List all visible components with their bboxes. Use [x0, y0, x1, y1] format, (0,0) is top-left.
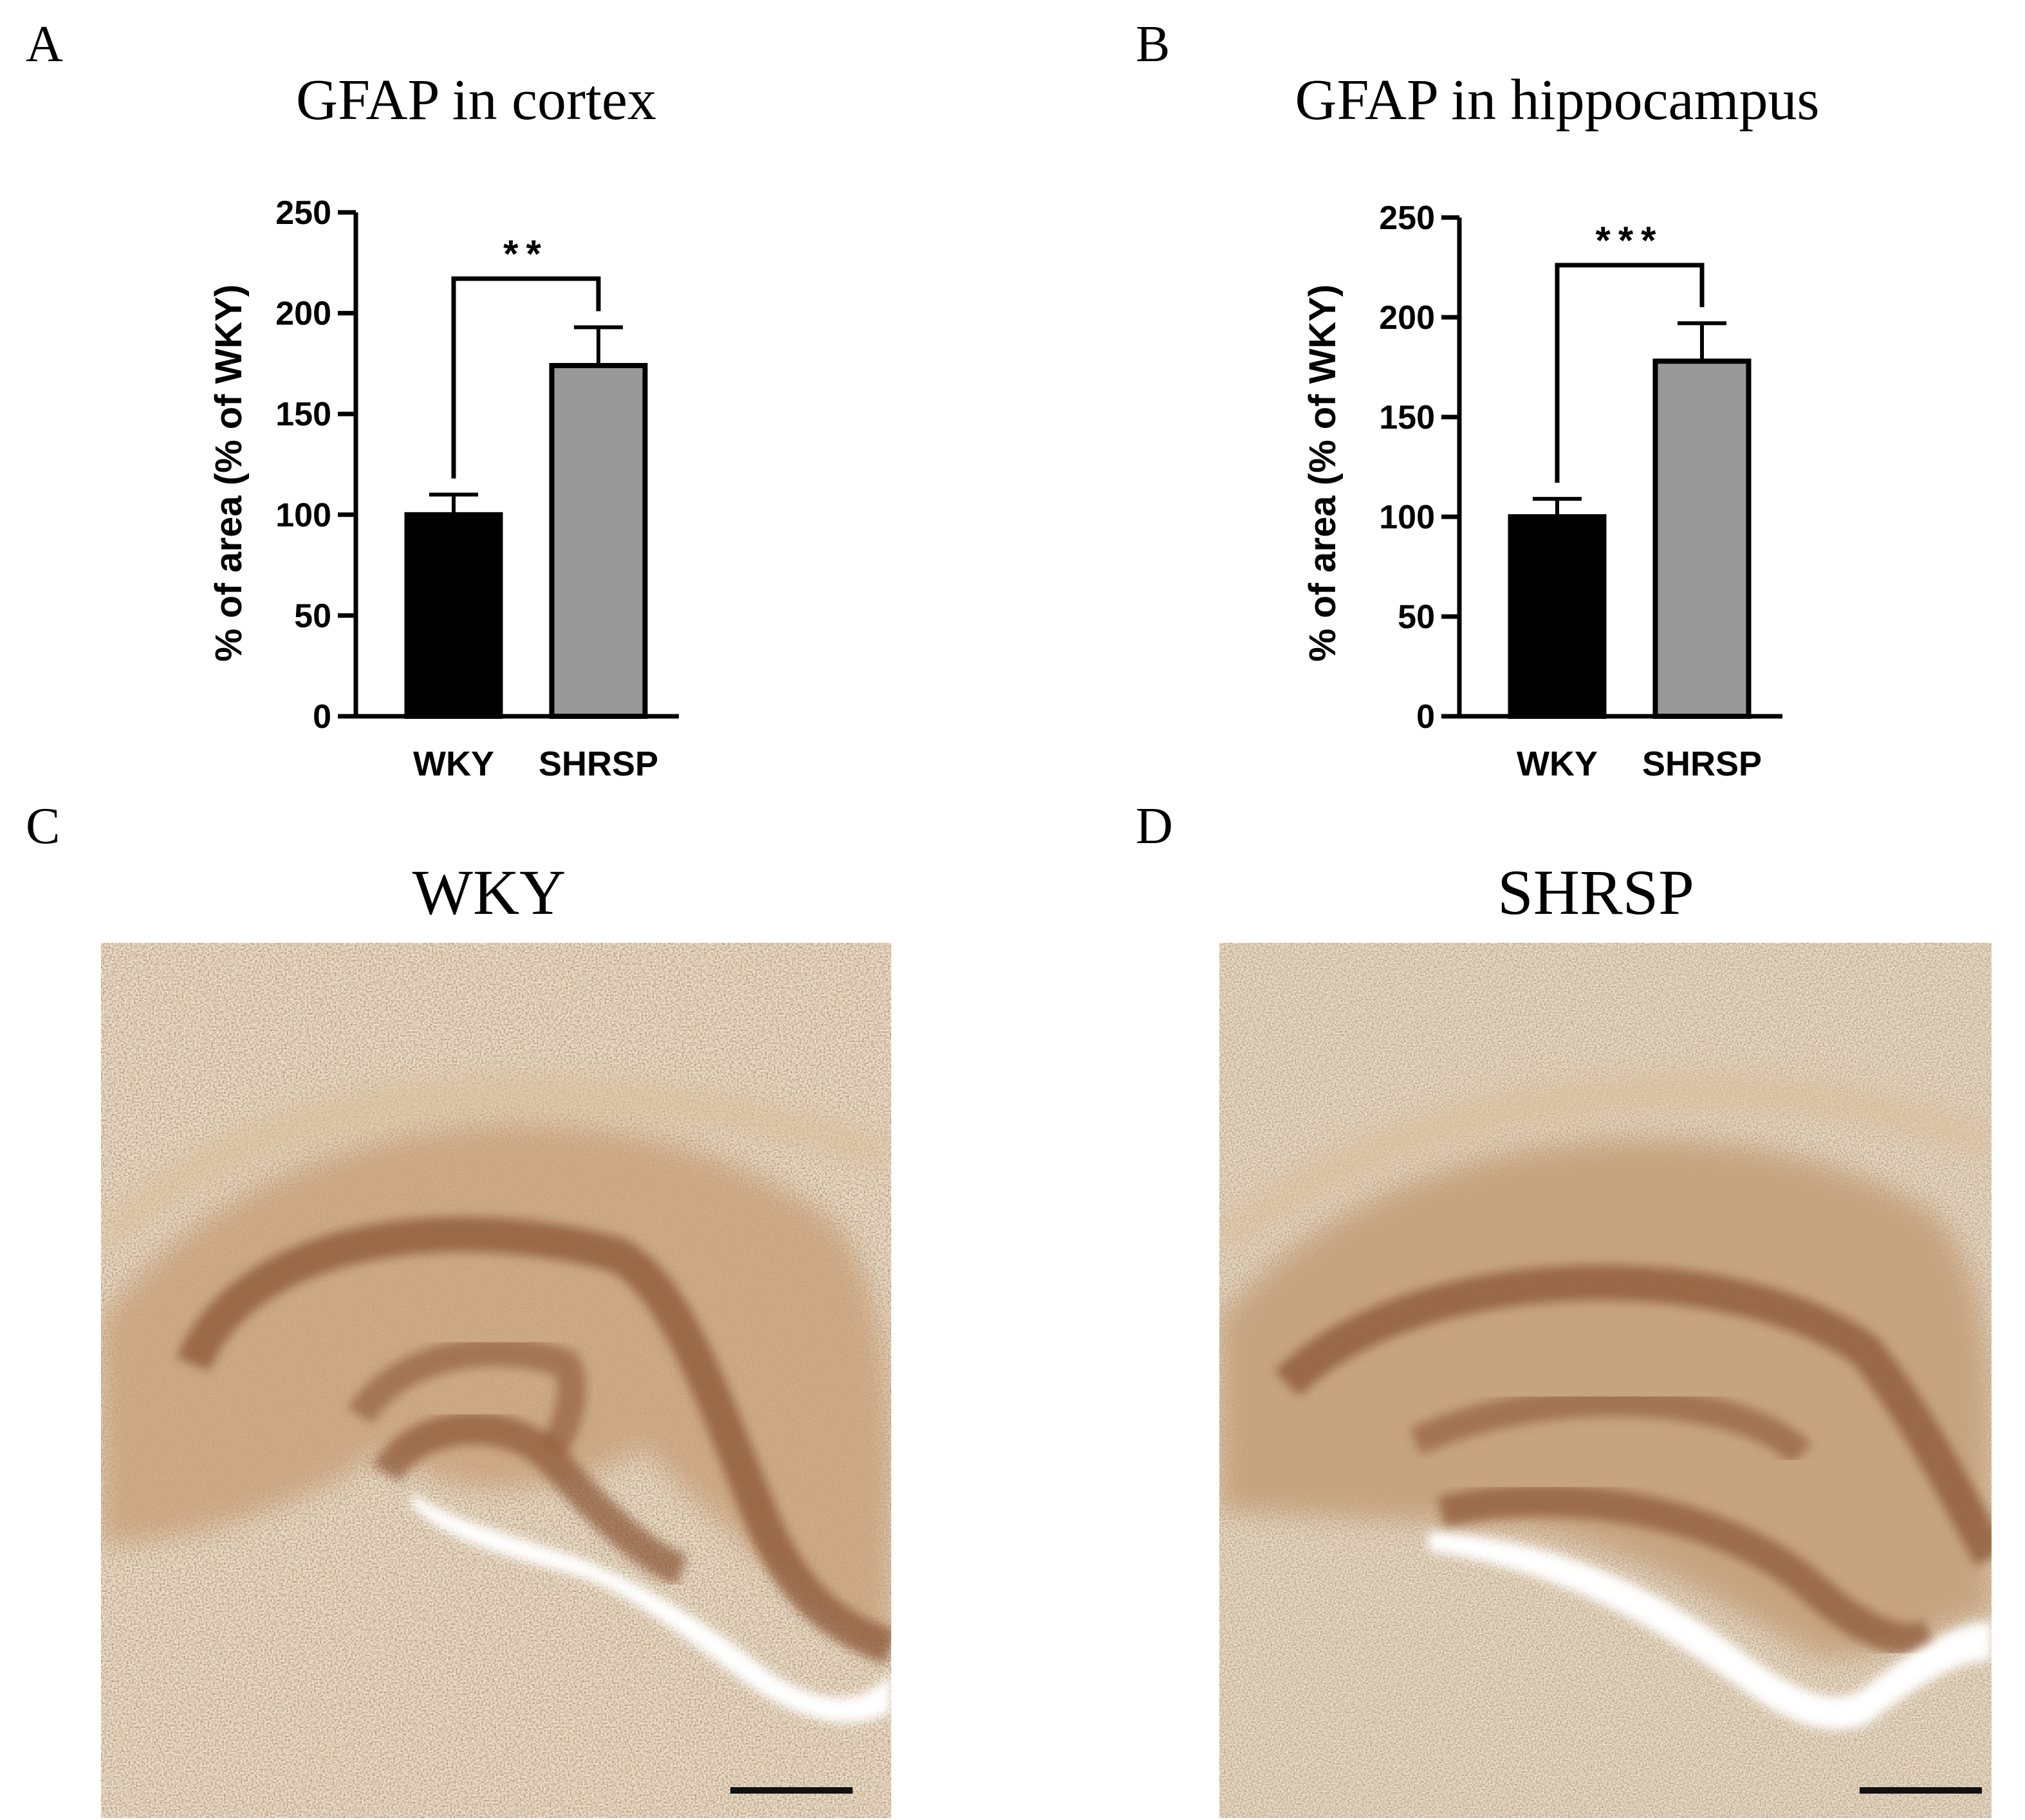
- significance-bracket: **: [451, 232, 601, 479]
- y-axis-ticks: 0 50 100 150 200 250: [1379, 200, 1459, 736]
- y-tick-label: 50: [1398, 599, 1435, 636]
- y-axis-ticks: 0 50 100 150 200 250: [275, 194, 356, 736]
- bar-shrsp: [1652, 358, 1752, 719]
- x-tick-label: WKY: [413, 745, 494, 783]
- y-tick-label: 50: [294, 597, 331, 635]
- bar-shrsp: [549, 363, 648, 719]
- bars: [1508, 321, 1752, 719]
- scale-bar: [1860, 1787, 1982, 1794]
- y-tick-label: 0: [1416, 698, 1435, 736]
- x-tick-label: SHRSP: [1642, 745, 1762, 783]
- micrograph-title-shrsp: SHRSP: [1497, 857, 1694, 928]
- x-tick-label: WKY: [1517, 745, 1598, 783]
- bar-wky: [1508, 514, 1607, 719]
- chart-gfap-hippocampus: GFAP in hippocampus % of area (% of WKY)…: [1295, 68, 1819, 783]
- y-axis-label: % of area (% of WKY): [1302, 284, 1344, 662]
- significance-bracket: ***: [1555, 219, 1705, 483]
- x-tick-label: SHRSP: [539, 745, 658, 783]
- chart-gfap-cortex: GFAP in cortex % of area (% of WKY) 0 50 1…: [208, 68, 679, 783]
- y-tick-label: 100: [1379, 499, 1435, 536]
- bars: [404, 325, 648, 719]
- y-tick-label: 200: [1379, 299, 1435, 337]
- micrograph-title-wky: WKY: [412, 857, 566, 928]
- y-tick-label: 250: [275, 194, 331, 232]
- y-tick-label: 150: [275, 396, 331, 433]
- y-tick-label: 100: [275, 497, 331, 534]
- y-tick-label: 200: [275, 295, 331, 333]
- micrograph-shrsp: [1219, 943, 1992, 1818]
- x-axis-labels: WKY SHRSP: [413, 745, 658, 783]
- y-tick-label: 150: [1379, 399, 1435, 436]
- panel-letter-c: C: [26, 798, 60, 855]
- hippocampus-stain-image-shrsp: [1219, 943, 1992, 1818]
- bracket-line: [1555, 263, 1705, 483]
- chart-title: GFAP in cortex: [296, 68, 656, 132]
- panel-letter-d: D: [1136, 798, 1173, 855]
- panel-letter-b: B: [1136, 16, 1170, 73]
- y-axis-label: % of area (% of WKY): [208, 284, 250, 662]
- y-tick-label: 250: [1379, 200, 1435, 237]
- hippocampus-stain-image-wky: [101, 943, 891, 1818]
- micrograph-wky: [101, 943, 891, 1818]
- scale-bar: [730, 1787, 853, 1794]
- bracket-line: [451, 276, 601, 479]
- bar-wky: [404, 512, 503, 719]
- x-axis-labels: WKY SHRSP: [1517, 745, 1762, 783]
- panel-letter-a: A: [26, 16, 63, 73]
- y-tick-label: 0: [313, 698, 331, 736]
- significance-stars: **: [503, 232, 549, 275]
- significance-stars: ***: [1595, 219, 1663, 262]
- chart-title: GFAP in hippocampus: [1295, 68, 1819, 132]
